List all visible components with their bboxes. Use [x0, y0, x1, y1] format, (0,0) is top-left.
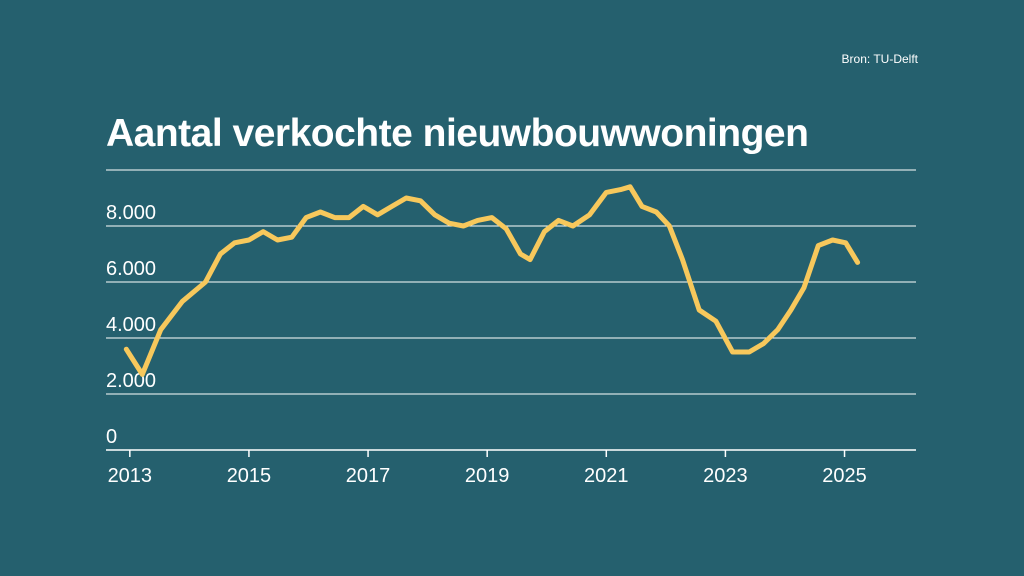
- x-tick-label: 2015: [227, 465, 272, 487]
- x-tick-label: 2013: [108, 465, 153, 487]
- series-line: [123, 184, 861, 377]
- gridlines: [106, 169, 916, 451]
- series-layer: [123, 184, 861, 377]
- y-tick-label: 6.000: [106, 258, 156, 280]
- x-tick-label: 2017: [346, 465, 391, 487]
- x-axis-ticks: 2013 2015 2017 2019 2021 2023 2025: [108, 450, 867, 487]
- y-axis-ticks: 0 2.000 4.000 6.000 8.000: [106, 202, 156, 448]
- source-label: Bron: TU-Delft: [841, 52, 918, 66]
- x-tick-label: 2021: [584, 465, 629, 487]
- x-tick-label: 2019: [465, 465, 510, 487]
- x-tick-label: 2025: [822, 465, 867, 487]
- y-tick-label: 0: [106, 426, 117, 448]
- x-tick-label: 2023: [703, 465, 748, 487]
- y-tick-label: 2.000: [106, 370, 156, 392]
- y-tick-label: 4.000: [106, 314, 156, 336]
- chart-title: Aantal verkochte nieuwbouwwoningen: [106, 112, 809, 155]
- y-tick-label: 8.000: [106, 202, 156, 224]
